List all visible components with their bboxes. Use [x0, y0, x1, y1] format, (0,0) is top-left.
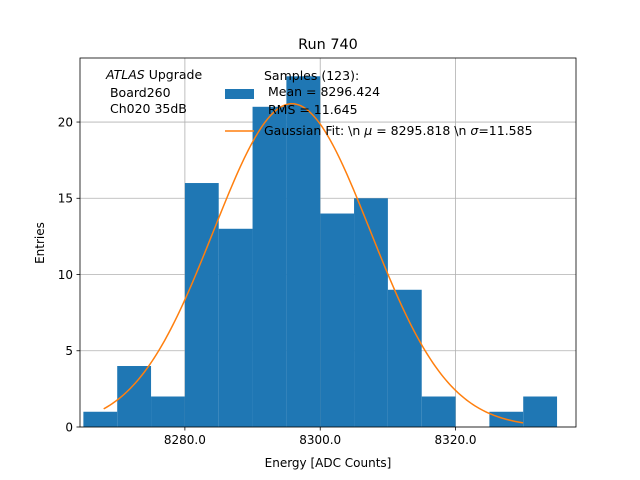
legend-mean-label: Mean = 8296.424 — [264, 84, 380, 99]
x-tick-label: 8280.0 — [164, 433, 206, 447]
histogram-bar — [523, 396, 558, 427]
y-tick-label: 5 — [65, 344, 73, 358]
legend-fit-mu: μ — [363, 123, 372, 138]
histogram-bar — [286, 76, 321, 428]
legend-histogram-swatch — [225, 89, 254, 99]
x-axis-label: Energy [ADC Counts] — [265, 456, 392, 470]
chart-title: Run 740 — [298, 37, 358, 53]
histogram-bar — [151, 396, 185, 427]
gaussian-fit — [103, 102, 524, 424]
legend-fit-prefix: Gaussian Fit: \n — [264, 123, 364, 138]
histogram-bar — [421, 396, 456, 427]
histogram-bar — [83, 411, 118, 427]
y-axis-ticks: 0 5 10 15 20 — [58, 115, 80, 434]
legend: Samples (123): Mean = 8296.424 RMS = 11.… — [225, 68, 533, 138]
annotation-line-1: ATLAS Upgrade — [105, 67, 202, 82]
y-tick-label: 10 — [58, 268, 73, 282]
legend-rms-label: RMS = 11.645 — [264, 102, 358, 117]
legend-fit-sigma-value: =11.585 — [478, 123, 532, 138]
histogram-bar — [252, 106, 287, 427]
histogram-bar — [387, 289, 422, 427]
legend-fit-label: Gaussian Fit: \n μ = 8295.818 \n σ=11.58… — [264, 123, 533, 138]
y-axis-label: Entries — [33, 222, 47, 264]
histogram-bar — [320, 213, 355, 427]
legend-fit-sigma: σ — [470, 123, 479, 138]
y-tick-label: 0 — [65, 420, 73, 434]
annotation-line-3: Ch020 35dB — [106, 101, 187, 116]
x-axis-ticks: 8280.0 8300.0 8320.0 — [164, 427, 477, 447]
x-tick-label: 8320.0 — [435, 433, 477, 447]
annotation-line-2: Board260 — [106, 85, 171, 100]
plot-frame — [79, 57, 577, 428]
histogram-bar — [117, 366, 152, 427]
histogram-bar — [218, 228, 253, 427]
y-tick-label: 15 — [58, 192, 73, 206]
histogram-bar — [354, 198, 388, 427]
y-tick-label: 20 — [58, 115, 73, 129]
histogram-bar — [184, 183, 219, 427]
legend-samples-label: Samples (123): — [264, 68, 359, 83]
annotation-upgrade: Upgrade — [145, 67, 203, 82]
annotation-atlas: ATLAS — [105, 67, 145, 82]
gaussian-fit-line — [103, 102, 524, 424]
x-tick-label: 8300.0 — [299, 433, 341, 447]
legend-fit-mu-value: = 8295.818 \n — [372, 123, 470, 138]
atlas-annotation: ATLAS Upgrade Board260 Ch020 35dB — [105, 67, 202, 116]
